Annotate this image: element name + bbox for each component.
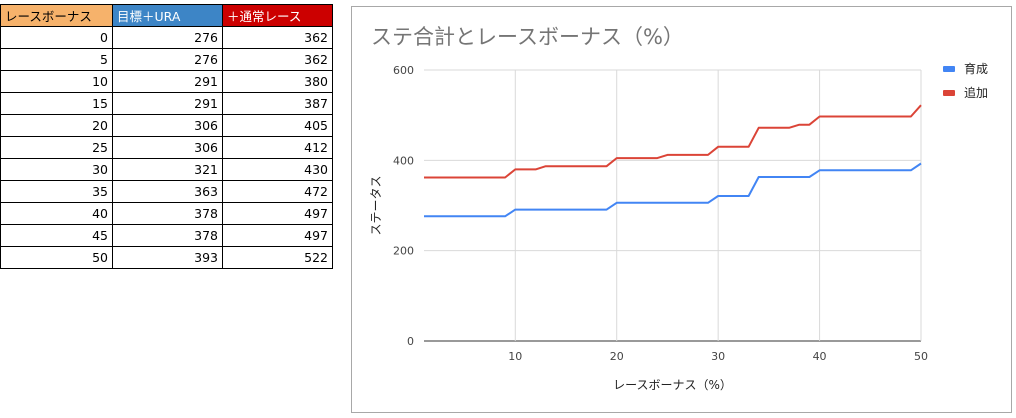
legend-label: 追加: [964, 85, 988, 100]
y-tick-label: 200: [393, 245, 414, 258]
y-tick-label: 600: [393, 64, 414, 77]
x-tick-label: 40: [813, 350, 827, 363]
cell-normal-race[interactable]: 362: [222, 26, 333, 49]
cell-normal-race[interactable]: 522: [222, 246, 333, 269]
cell-goal-ura[interactable]: 291: [112, 70, 223, 93]
cell-goal-ura[interactable]: 363: [112, 180, 223, 203]
y-axis-title: ステータス: [369, 175, 383, 235]
table-row: 45 378 497: [0, 224, 333, 247]
cell-race-bonus[interactable]: 15: [0, 92, 113, 115]
x-tick-label: 20: [610, 350, 624, 363]
legend-swatch: [943, 66, 955, 72]
legend-label: 育成: [964, 61, 988, 76]
cell-normal-race[interactable]: 412: [222, 136, 333, 159]
y-tick-label: 400: [393, 154, 414, 167]
cell-normal-race[interactable]: 430: [222, 158, 333, 181]
cell-race-bonus[interactable]: 50: [0, 246, 113, 269]
series-line-1: [424, 162, 922, 218]
cell-goal-ura[interactable]: 306: [112, 114, 223, 137]
table-row: 40 378 497: [0, 202, 333, 225]
table-row: 20 306 405: [0, 114, 333, 137]
table-body: 0 276 362 5 276 362 10 291 380 15 291 387 20 306 405 25…: [0, 26, 333, 269]
cell-normal-race[interactable]: 380: [222, 70, 333, 93]
header-cell-normal-race[interactable]: ＋通常レース: [222, 4, 333, 27]
x-axis-title: レースボーナス（%）: [613, 378, 732, 392]
header-cell-goal-ura[interactable]: 目標＋URA: [112, 4, 223, 27]
table-row: 5 276 362: [0, 48, 333, 71]
cell-race-bonus[interactable]: 25: [0, 136, 113, 159]
table-row: 35 363 472: [0, 180, 333, 203]
cell-goal-ura[interactable]: 291: [112, 92, 223, 115]
cell-normal-race[interactable]: 497: [222, 224, 333, 247]
table-row: 15 291 387: [0, 92, 333, 115]
cell-race-bonus[interactable]: 30: [0, 158, 113, 181]
cell-goal-ura[interactable]: 321: [112, 158, 223, 181]
legend-swatch: [943, 90, 955, 96]
data-table: レースボーナス 目標＋URA ＋通常レース 0 276 362 5 276 362 10 29…: [0, 4, 333, 269]
table-row: 10 291 380: [0, 70, 333, 93]
cell-race-bonus[interactable]: 45: [0, 224, 113, 247]
cell-normal-race[interactable]: 472: [222, 180, 333, 203]
chart-panel[interactable]: 0 200 400 600 10 20 30 40 50 レースボーナス（%） ステータス 育成 追加 …: [351, 6, 1012, 413]
cell-normal-race[interactable]: 387: [222, 92, 333, 115]
series-line-2: [424, 104, 922, 179]
cell-race-bonus[interactable]: 5: [0, 48, 113, 71]
cell-normal-race[interactable]: 497: [222, 202, 333, 225]
cell-goal-ura[interactable]: 306: [112, 136, 223, 159]
table-row: 25 306 412: [0, 136, 333, 159]
cell-goal-ura[interactable]: 378: [112, 224, 223, 247]
x-tick-label: 10: [508, 350, 522, 363]
cell-race-bonus[interactable]: 20: [0, 114, 113, 137]
cell-goal-ura[interactable]: 276: [112, 48, 223, 71]
x-tick-label: 50: [914, 350, 928, 363]
x-tick-label: 30: [711, 350, 725, 363]
table-row: 30 321 430: [0, 158, 333, 181]
chart-title: ステ合計とレースボーナス（%）: [371, 25, 684, 49]
cell-goal-ura[interactable]: 276: [112, 26, 223, 49]
cell-goal-ura[interactable]: 378: [112, 202, 223, 225]
cell-race-bonus[interactable]: 40: [0, 202, 113, 225]
cell-goal-ura[interactable]: 393: [112, 246, 223, 269]
y-tick-label: 0: [407, 335, 414, 348]
header-cell-race-bonus[interactable]: レースボーナス: [0, 4, 113, 27]
header-row: レースボーナス 目標＋URA ＋通常レース: [0, 4, 333, 27]
table-row: 0 276 362: [0, 26, 333, 49]
cell-race-bonus[interactable]: 0: [0, 26, 113, 49]
cell-normal-race[interactable]: 405: [222, 114, 333, 137]
cell-race-bonus[interactable]: 35: [0, 180, 113, 203]
cell-race-bonus[interactable]: 10: [0, 70, 113, 93]
cell-normal-race[interactable]: 362: [222, 48, 333, 71]
table-row: 50 393 522: [0, 246, 333, 269]
